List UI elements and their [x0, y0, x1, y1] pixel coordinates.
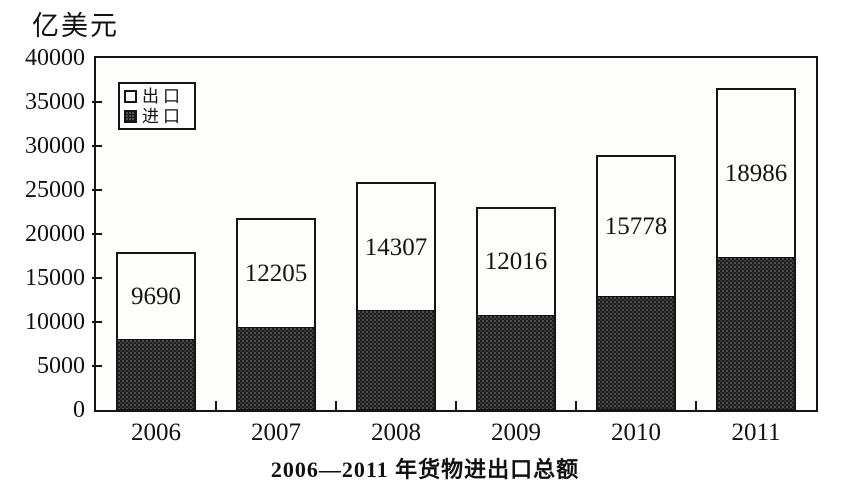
y-tick-mark: [92, 233, 102, 235]
y-tick-mark: [92, 145, 102, 147]
bar-export-segment: 15778: [598, 157, 674, 297]
legend-item-import: 进口: [124, 108, 190, 125]
x-tick-mark: [335, 401, 337, 410]
bar-import-segment: [478, 314, 554, 409]
bar-export-segment: 9690: [118, 254, 194, 340]
y-tick-label: 35000: [25, 89, 85, 115]
bar-export-segment: 14307: [358, 184, 434, 311]
y-tick-mark: [92, 277, 102, 279]
stacked-bar: 12016: [476, 206, 556, 410]
bar-import-segment: [118, 339, 194, 409]
bar-import-segment: [598, 296, 674, 409]
x-category-label: 2006: [131, 419, 181, 446]
y-tick-mark: [92, 189, 102, 191]
export-swatch-icon: [124, 89, 137, 103]
y-tick-label: 25000: [25, 177, 85, 203]
y-tick-label: 20000: [25, 221, 85, 247]
legend-export-label: 出口: [142, 86, 184, 106]
x-tick-mark: [215, 401, 217, 410]
x-tick-mark: [455, 401, 457, 410]
bar-import-segment: [718, 256, 794, 409]
stacked-bar: 14307: [356, 182, 436, 410]
plot-area: 9690 12205 14307 12016 15778 18986: [96, 58, 816, 410]
y-tick-label: 30000: [25, 133, 85, 159]
bar-export-value-label: 18986: [724, 159, 788, 187]
bar-import-segment: [358, 310, 434, 409]
y-tick-mark: [92, 321, 102, 323]
y-tick-label: 40000: [25, 45, 85, 71]
chart-title: 2006—2011 年货物进出口总额: [270, 457, 580, 482]
x-category-label: 2011: [731, 419, 781, 446]
bar-export-value-label: 15778: [604, 213, 668, 241]
y-tick-label: 5000: [37, 353, 85, 379]
y-tick-label: 15000: [25, 265, 85, 291]
bar-export-value-label: 12016: [484, 248, 548, 276]
legend: 出口 进口: [118, 82, 196, 130]
x-tick-mark: [695, 401, 697, 410]
x-category-label: 2008: [371, 419, 421, 446]
bar-export-segment: 12016: [478, 208, 554, 315]
y-tick-label: 10000: [25, 309, 85, 335]
bar-export-segment: 18986: [718, 89, 794, 257]
stacked-bar: 9690: [116, 252, 196, 410]
x-category-label: 2010: [611, 419, 661, 446]
y-tick-mark: [92, 365, 102, 367]
plot-border-frame: [94, 56, 818, 412]
x-category-label: 2009: [491, 419, 541, 446]
bar-export-value-label: 9690: [131, 283, 181, 311]
bar-export-segment: 12205: [238, 219, 314, 328]
bar-export-value-label: 14307: [364, 233, 428, 261]
stacked-bar: 15778: [596, 155, 676, 410]
legend-item-export: 出口: [124, 88, 190, 105]
y-tick-label: 0: [73, 397, 85, 423]
import-swatch-icon: [124, 109, 137, 123]
bar-export-value-label: 12205: [244, 259, 308, 287]
stacked-bar: 12205: [236, 217, 316, 410]
x-category-label: 2007: [251, 419, 301, 446]
y-tick-mark: [92, 101, 102, 103]
legend-import-label: 进口: [142, 106, 184, 126]
stacked-bar: 18986: [716, 87, 796, 410]
y-axis-unit-label: 亿美元: [32, 11, 119, 41]
x-tick-mark: [575, 401, 577, 410]
bar-import-segment: [238, 327, 314, 409]
